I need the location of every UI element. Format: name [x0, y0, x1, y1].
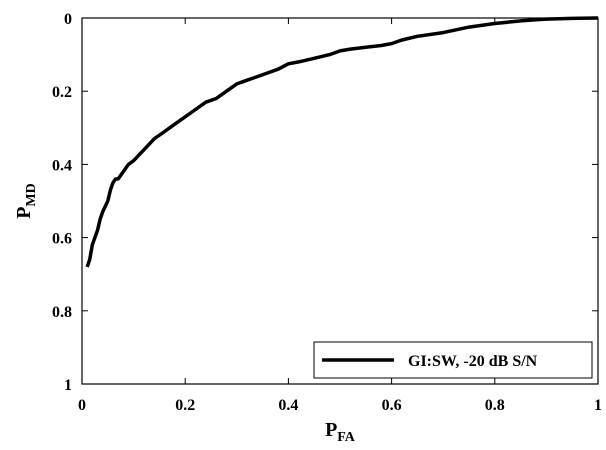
- y-tick-label: 0.2: [52, 84, 72, 101]
- x-axis-label-sub: FA: [337, 430, 356, 445]
- x-axis-label: PFA: [325, 419, 356, 445]
- x-tick-label: 0: [78, 397, 86, 414]
- y-axis-label: PMD: [13, 183, 39, 219]
- y-tick-label: 0: [64, 11, 72, 28]
- x-tick-label: 0.2: [175, 397, 195, 414]
- y-tick-label: 0.4: [52, 157, 72, 174]
- plot-area-frame: [81, 17, 599, 385]
- legend-label: GI:SW, -20 dB S/N: [408, 353, 538, 370]
- series-line-gi-sw: [85, 16, 599, 268]
- y-tick-label: 0.6: [52, 231, 72, 248]
- y-tick-label: 0.8: [52, 304, 72, 321]
- x-tick-label: 0.8: [485, 397, 505, 414]
- y-axis-label-main: P: [13, 207, 35, 219]
- x-tick-label: 0.4: [278, 397, 298, 414]
- y-axis-ticks: 0 0.2 0.4 0.6 0.8 1: [52, 11, 598, 394]
- x-tick-label: 0.6: [382, 397, 402, 414]
- y-tick-label: 1: [64, 377, 72, 394]
- x-axis-ticks: 0 0.2 0.4 0.6 0.8 1: [78, 18, 602, 414]
- x-tick-label: 1: [594, 397, 602, 414]
- x-axis-label-main: P: [325, 419, 337, 441]
- legend: GI:SW, -20 dB S/N: [313, 341, 593, 379]
- y-axis-label-sub: MD: [24, 183, 39, 206]
